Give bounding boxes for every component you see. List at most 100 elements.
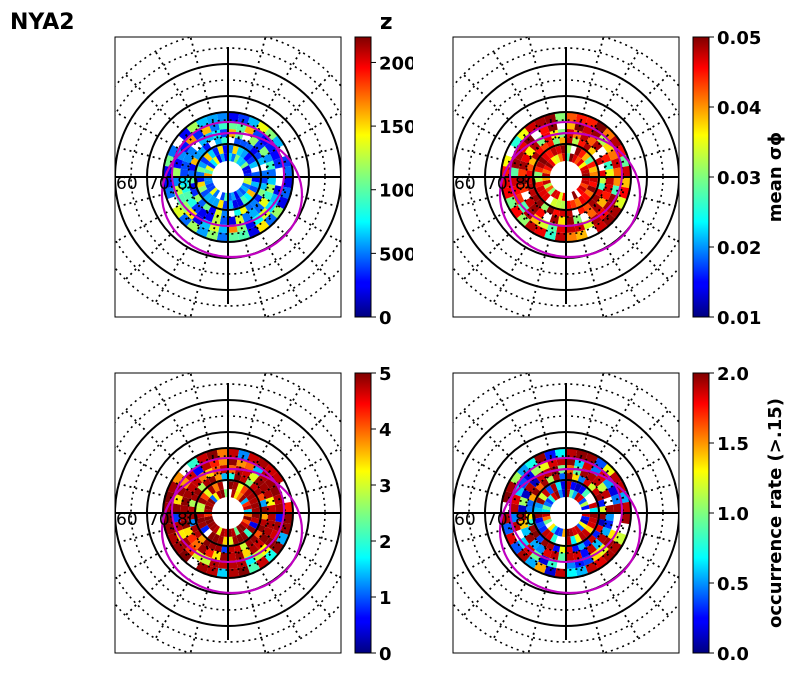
heatmap-cell [545,531,554,541]
heatmap-cell [571,190,578,200]
heatmap-cell [240,149,249,159]
heatmap-cell [233,154,240,164]
heatmap-cell [200,156,210,165]
heatmap-cell [171,205,186,219]
heatmap-cell [541,488,551,498]
oval-inner [171,121,285,227]
heatmap-cell [223,528,228,537]
heatmap-cell [172,503,181,513]
heatmap-cell [518,160,529,171]
heatmap-cell [265,183,276,194]
heatmap-cell [197,207,208,219]
heatmap-cell [236,492,244,501]
heatmap-cell [547,158,556,167]
heatmap-cell [561,192,566,201]
heatmap-cell [256,555,270,570]
heatmap-cell [608,135,623,149]
heatmap-cell [172,157,183,169]
heatmap-cell [600,190,612,201]
heatmap-cell [256,456,270,471]
heatmap-cell [535,185,546,193]
ring-label: 60 [116,174,138,194]
heatmap-cell [178,127,192,141]
heatmap-cell [204,168,213,175]
heatmap-cell [613,503,622,513]
heatmap-cell [264,549,278,563]
heatmap-cell [243,177,252,182]
heatmap-cell [568,489,575,498]
heatmap-cell [534,517,544,524]
heatmap-cell [212,525,220,534]
heatmap-cell [241,518,251,525]
heatmap-cell [549,214,560,225]
heatmap-cell [265,519,276,530]
heatmap-cell [248,471,259,483]
heatmap-cell [200,189,210,198]
heatmap-cell [205,165,215,172]
heatmap-cell [510,493,521,505]
heatmap-cell [275,503,284,513]
heatmap-cell [237,113,251,125]
heatmap-cell [248,521,259,529]
heatmap-cell [550,156,558,165]
heatmap-cell [250,502,260,509]
heatmap-cell [238,494,247,503]
heatmap-cell [182,489,194,500]
heatmap-cell [232,535,239,545]
heatmap-cell [197,521,208,529]
heatmap-cell [180,160,191,171]
heatmap-cell [534,177,543,183]
heatmap-cell [542,513,551,518]
heatmap-cell [207,195,216,205]
oval-inner [171,457,285,563]
heatmap-cell [516,213,530,227]
heatmap-cell [578,149,587,159]
heatmap-cell [578,161,587,169]
heatmap-cell [520,489,532,500]
heatmap-cell [516,463,530,477]
heatmap-cell [216,568,228,578]
heatmap-cell [596,482,608,493]
heatmap-cell [588,517,598,524]
heatmap-cell [538,525,548,534]
heatmap-cell [603,160,614,171]
colorbar-gradient [354,372,372,654]
heatmap-cell [581,177,590,182]
heatmap-cell [270,541,285,555]
axes-mask [75,333,381,674]
heatmap-cell [236,197,244,208]
heatmap-cell [265,496,276,507]
heatmap-cell [197,543,208,555]
heatmap-cell [534,502,544,509]
heatmap-cell [258,533,270,544]
heatmap-cell [196,502,206,509]
heatmap-cell [518,519,529,530]
heatmap-cell [212,533,220,544]
heatmap-cell [581,168,590,175]
heatmap-cell [240,497,249,505]
heatmap-cell [554,526,561,536]
heatmap-cell [237,229,251,241]
heatmap-cell [574,156,582,165]
heatmap-cell [236,189,244,198]
heatmap-cell [534,513,543,519]
heatmap-cell [586,185,597,193]
colorbar-tick-label: 2 [379,532,392,553]
heatmap-cell [241,182,251,189]
heatmap-cell [541,528,551,538]
heatmap-cell [248,161,259,169]
heatmap-cell [243,515,252,522]
heatmap-cell [243,179,252,186]
heatmap-cell [547,523,556,532]
heatmap-cell [240,185,249,193]
heatmap-cell [241,211,252,223]
heatmap-cell [613,177,622,187]
heatmap-cell [196,517,206,524]
heatmap-cell [186,219,200,234]
heatmap-cell [233,190,240,200]
heatmap-cell [566,481,572,490]
heatmap-cell [267,513,277,522]
heatmap-cell [566,216,575,226]
heatmap-cell [502,186,514,200]
heatmap-cell [543,518,553,525]
